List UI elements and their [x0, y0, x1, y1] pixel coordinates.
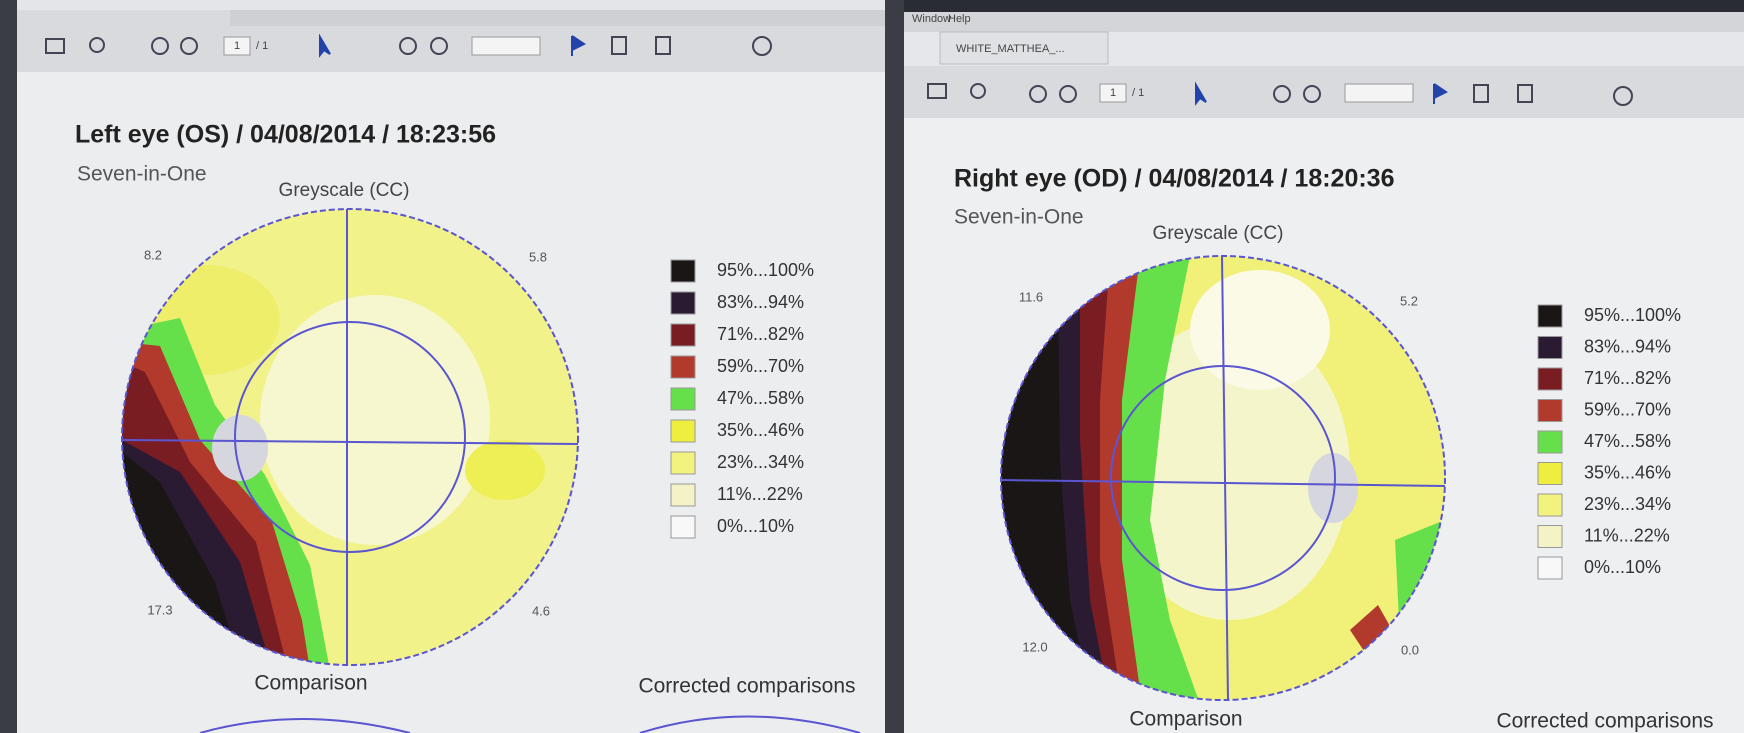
legend-label: 47%...58% [1584, 431, 1671, 451]
legend-swatch [670, 387, 696, 411]
plot-title: Greyscale (CC) [279, 180, 410, 201]
legend-swatch [670, 483, 696, 507]
legend-label: 0%...10% [1584, 557, 1661, 577]
toolbar-icons [927, 83, 1633, 106]
report-subtitle: Seven-in-One [77, 163, 207, 186]
corner-value: 0.0 [1401, 642, 1419, 657]
legend-swatch [670, 323, 696, 347]
page-box[interactable] [223, 36, 251, 56]
legend: 95%...100% 83%...94% 71%...82% 59%...70% 47%… [670, 259, 814, 539]
menu-bar [904, 12, 1744, 32]
legend-swatch [1537, 399, 1563, 422]
toolbar [904, 66, 1744, 118]
legend-swatch [670, 515, 696, 539]
zoom-box[interactable] [471, 36, 541, 56]
legend: 95%...100% 83%...94% 71%...82% 59%...70% 47%… [1537, 304, 1681, 580]
tab-strip [230, 10, 885, 26]
legend-label: 59%...70% [1584, 399, 1671, 419]
zoom-box[interactable] [1344, 83, 1414, 103]
greyscale-plot [122, 209, 578, 665]
section-title: Comparison [1129, 708, 1242, 731]
plot-axes [121, 208, 579, 666]
tab[interactable] [939, 31, 1109, 65]
legend-label: 23%...34% [1584, 494, 1671, 514]
select-icon [1195, 81, 1448, 106]
legend-swatch [1537, 430, 1563, 454]
legend-swatch [670, 451, 696, 475]
legend-label: 83%...94% [717, 292, 804, 312]
legend-swatch [1537, 304, 1563, 328]
legend-swatch [670, 419, 696, 443]
bezel [904, 0, 1744, 12]
legend-label: 23%...34% [717, 452, 804, 472]
section-title: Corrected comparisons [1496, 710, 1713, 733]
menu-item[interactable]: Help [948, 13, 971, 25]
section-title: Comparison [254, 672, 367, 695]
tab-label: WHITE_MATTHEA_... [956, 43, 1065, 55]
report-title: Left eye (OS) / 04/08/2014 / 18:23:56 [75, 121, 496, 149]
right-window: Window Help WHITE_MATTHEA_... 1 / 1 Righ… [904, 0, 1744, 733]
page-count: / 1 [1132, 87, 1144, 99]
legend-swatch [670, 291, 696, 315]
legend-swatch [670, 355, 696, 379]
legend-label: 95%...100% [1584, 305, 1681, 325]
legend-label: 0%...10% [717, 516, 794, 536]
legend-swatch [1537, 556, 1563, 580]
section-title: Corrected comparisons [638, 675, 855, 698]
page-number: 1 [1110, 87, 1116, 99]
legend-label: 35%...46% [1584, 462, 1671, 482]
legend-swatch [1537, 493, 1563, 517]
legend-label: 71%...82% [1584, 368, 1671, 388]
legend-label: 35%...46% [717, 420, 804, 440]
legend-swatch [670, 259, 696, 283]
corner-value: 5.8 [529, 249, 547, 264]
corner-value: 11.6 [1019, 289, 1043, 304]
corner-value: 12.0 [1022, 639, 1047, 654]
legend-label: 11%...22% [1584, 525, 1670, 545]
corner-value: 4.6 [532, 603, 550, 618]
legend-swatch [1537, 462, 1563, 485]
legend-swatch [1537, 336, 1563, 359]
page-number: 1 [234, 40, 240, 52]
legend-label: 71%...82% [717, 324, 804, 344]
plot-axes [1000, 255, 1446, 701]
legend-label: 83%...94% [1584, 336, 1671, 356]
legend-swatch [1537, 367, 1563, 391]
next-plots [199, 715, 861, 733]
toolbar-icons [45, 36, 772, 56]
page-box[interactable] [1099, 83, 1127, 103]
plot-title: Greyscale (CC) [1153, 223, 1284, 244]
left-window: 1 / 1 Left eye (OS) / 04/08/2014 / 18:23… [17, 0, 885, 733]
page-count: / 1 [256, 40, 268, 52]
report-subtitle: Seven-in-One [954, 206, 1084, 229]
menu-item[interactable]: Window [912, 13, 951, 25]
legend-label: 59%...70% [717, 356, 804, 376]
select-icon [319, 33, 586, 58]
corner-value: 8.2 [144, 247, 162, 262]
legend-label: 47%...58% [717, 388, 804, 408]
legend-label: 11%...22% [717, 484, 803, 504]
report-title: Right eye (OD) / 04/08/2014 / 18:20:36 [954, 165, 1395, 193]
legend-swatch [1537, 525, 1563, 548]
legend-label: 95%...100% [717, 260, 814, 280]
corner-value: 5.2 [1400, 293, 1418, 308]
corner-value: 17.3 [147, 602, 172, 617]
